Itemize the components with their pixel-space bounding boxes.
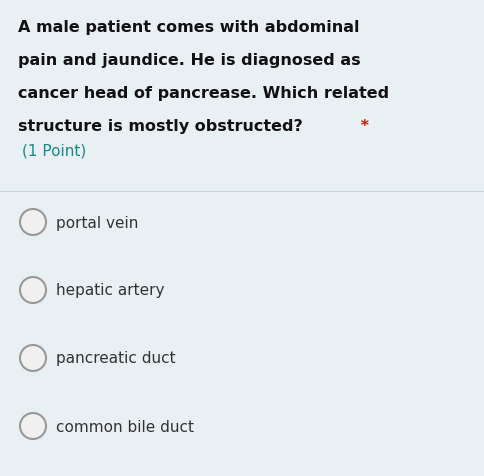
Circle shape	[20, 345, 46, 371]
Text: common bile duct: common bile duct	[56, 418, 194, 434]
Text: A male patient comes with abdominal: A male patient comes with abdominal	[18, 20, 360, 35]
Text: structure is mostly obstructed?: structure is mostly obstructed?	[18, 119, 303, 134]
Text: pancreatic duct: pancreatic duct	[56, 351, 176, 366]
Circle shape	[20, 278, 46, 303]
Text: hepatic artery: hepatic artery	[56, 283, 165, 298]
Text: pain and jaundice. He is diagnosed as: pain and jaundice. He is diagnosed as	[18, 53, 361, 68]
Text: portal vein: portal vein	[56, 215, 138, 230]
Text: *: *	[355, 119, 369, 134]
Text: cancer head of pancrease. Which related: cancer head of pancrease. Which related	[18, 86, 389, 101]
Text: (1 Point): (1 Point)	[22, 143, 86, 158]
Circle shape	[20, 209, 46, 236]
Circle shape	[20, 413, 46, 439]
